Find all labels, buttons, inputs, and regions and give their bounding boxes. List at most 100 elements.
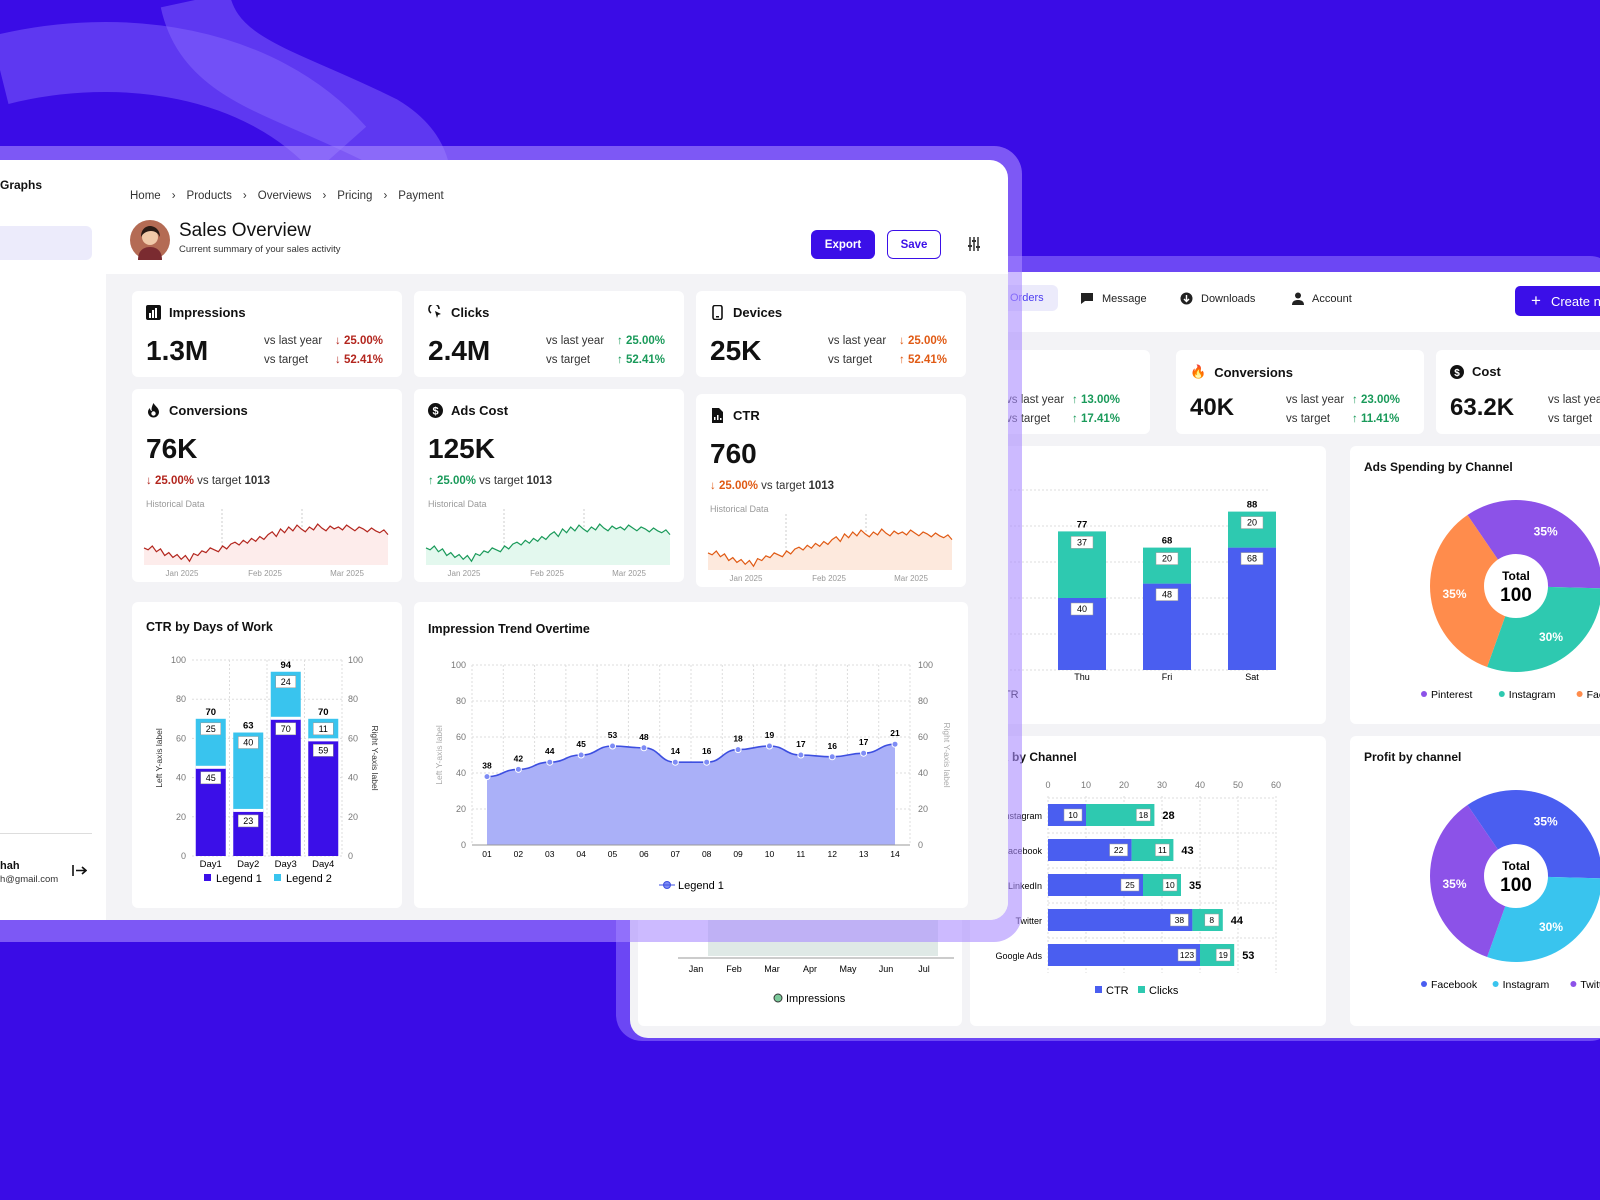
pct-text: 13.00% [1080, 394, 1120, 406]
data-point [734, 746, 742, 754]
kpi-value: 760 [710, 438, 757, 469]
export-button[interactable]: Export [811, 230, 875, 259]
kpi-hist-card-ctr: CTR 760 ↓ 25.00% vs target 1013 Historical … [696, 394, 966, 587]
y2-tick-label: 40 [918, 768, 928, 778]
sparkline-month: Feb 2025 [530, 569, 564, 578]
phone-icon [712, 305, 723, 320]
kpi-title: Impressions [146, 305, 246, 320]
pct-text: 52.41% [907, 354, 947, 366]
back-kpi-cost: $ Cost 63.2K vs last yea vs target [1436, 350, 1600, 434]
x-tick-label: Day1 [200, 859, 222, 870]
arrow-up-icon: ↑ [899, 354, 908, 366]
save-button[interactable]: Save [887, 230, 941, 259]
kpi-title: $ Cost [1450, 364, 1501, 379]
arrow-down-icon: ↓ [335, 335, 344, 347]
sliders-icon[interactable] [967, 237, 981, 251]
data-point [671, 758, 679, 766]
ctr-days-card: CTR by Days of Work 0 0 20 20 40 40 60 60 80 80 10… [132, 602, 402, 908]
nav-message[interactable]: Message [1066, 285, 1161, 312]
vs-label: vs target [475, 475, 527, 487]
category-label: LinkedIn [1008, 881, 1042, 891]
kpi-title-text: Ads Cost [451, 403, 509, 418]
nav-account[interactable]: Account [1278, 285, 1366, 312]
icon-core [151, 411, 156, 416]
data-label-bg [1162, 878, 1178, 892]
x-tick-label: 09 [733, 849, 743, 859]
historical-label: Historical Data [146, 499, 205, 509]
breadcrumb-pricing[interactable]: Pricing [337, 190, 373, 202]
chart-title: Profit by channel [1364, 750, 1462, 764]
data-point [577, 751, 585, 759]
pct-text: 25.00% [436, 475, 476, 487]
kpi-row-label: vs last year [828, 335, 887, 347]
kpi-comparison: ↓ 25.00% vs target 1013 [710, 480, 834, 492]
kpi-row-label: vs last year [546, 335, 605, 347]
nav-downloads[interactable]: Downloads [1166, 285, 1269, 312]
breadcrumb-overviews[interactable]: Overviews [257, 190, 312, 202]
logout-icon[interactable] [72, 864, 87, 877]
x-tick-label: 08 [702, 849, 712, 859]
sparkline-chart: Jan 2025 Feb 2025 Mar 2025 [143, 509, 389, 578]
legend-label: Legend 1 [678, 880, 724, 892]
total-label: 70 [205, 707, 216, 718]
legend-dot [1492, 981, 1499, 987]
area-fill [487, 744, 895, 845]
avatar[interactable] [130, 220, 170, 260]
data-label: 21 [890, 728, 900, 738]
breadcrumb-payment[interactable]: Payment [398, 190, 444, 202]
y-tick-label: 80 [456, 696, 466, 706]
y-tick-label: 20 [176, 812, 186, 822]
data-point [640, 744, 648, 752]
legend-label: Legend 1 [216, 873, 262, 885]
slice-label: 30% [1539, 920, 1563, 934]
export-label: Export [824, 238, 862, 251]
data-point [609, 742, 617, 750]
slice-label: 35% [1442, 587, 1466, 601]
total-label: 94 [280, 660, 291, 671]
main-content: Impressions 1.3M vs last year ↓ 25.00% vs ta… [106, 274, 1008, 920]
icon-body [712, 305, 723, 320]
chevron-right-icon: › [171, 190, 176, 202]
user-name: hah [0, 860, 20, 872]
data-label: 25 [1125, 880, 1135, 890]
data-label-bg [1109, 843, 1128, 857]
data-label: 19 [765, 730, 775, 740]
x-tick-label: 07 [671, 849, 681, 859]
icon-bar [155, 308, 157, 318]
y-tick-label: 100 [171, 655, 186, 665]
pie-slice-pinterest [1467, 500, 1600, 589]
data-label: 16 [827, 741, 837, 751]
y-axis-label: Left Y-axis label [434, 725, 444, 785]
pct-text: 17.41% [1080, 413, 1120, 425]
legend-dot [1421, 981, 1427, 987]
back-stacked-bar-chart: 236083Wed403777Thu482068Fri682088SatCTR [950, 489, 1276, 701]
total-label: 43 [1181, 845, 1193, 857]
y2-axis-label: Right Y-axis label [942, 722, 952, 787]
slice-label: 30% [1539, 630, 1563, 644]
kpi-row-label: vs target [264, 354, 309, 366]
sidebar-active-item[interactable] [0, 226, 92, 260]
data-label-bg [1170, 913, 1189, 927]
total-label: 77 [1077, 519, 1088, 530]
pie-slice-facebook [1430, 515, 1516, 668]
impression-trend-card: Impression Trend Overtime 0 0 20 20 40 40 60 60… [414, 602, 968, 908]
pie-slice-twitter [1430, 805, 1516, 958]
breadcrumb-products[interactable]: Products [186, 190, 232, 202]
sparkline-area [426, 524, 670, 565]
legend-label: Instagram [1509, 689, 1556, 701]
kpi-title: Conversions [146, 403, 248, 418]
kpi-title: Devices [710, 305, 782, 320]
icon-flame [148, 403, 159, 418]
create-button[interactable]: + Create n [1515, 286, 1600, 316]
sparkline-month: Jan 2025 [166, 569, 199, 578]
kpi-row-label: vs target [1286, 413, 1331, 425]
data-label-bg [1204, 913, 1220, 927]
vs-label: vs target [193, 475, 245, 487]
breadcrumb-home[interactable]: Home [130, 190, 161, 202]
data-label: 42 [514, 753, 524, 763]
pie-center [1484, 554, 1548, 618]
total-label: 68 [1162, 536, 1173, 547]
kpi-row-pct: ↑ 17.41% [1072, 413, 1120, 425]
ads-spending-card: Ads Spending by Channel 35% 30% 35% Total 10… [1350, 446, 1600, 724]
legend-label: Faceb [1587, 689, 1600, 701]
